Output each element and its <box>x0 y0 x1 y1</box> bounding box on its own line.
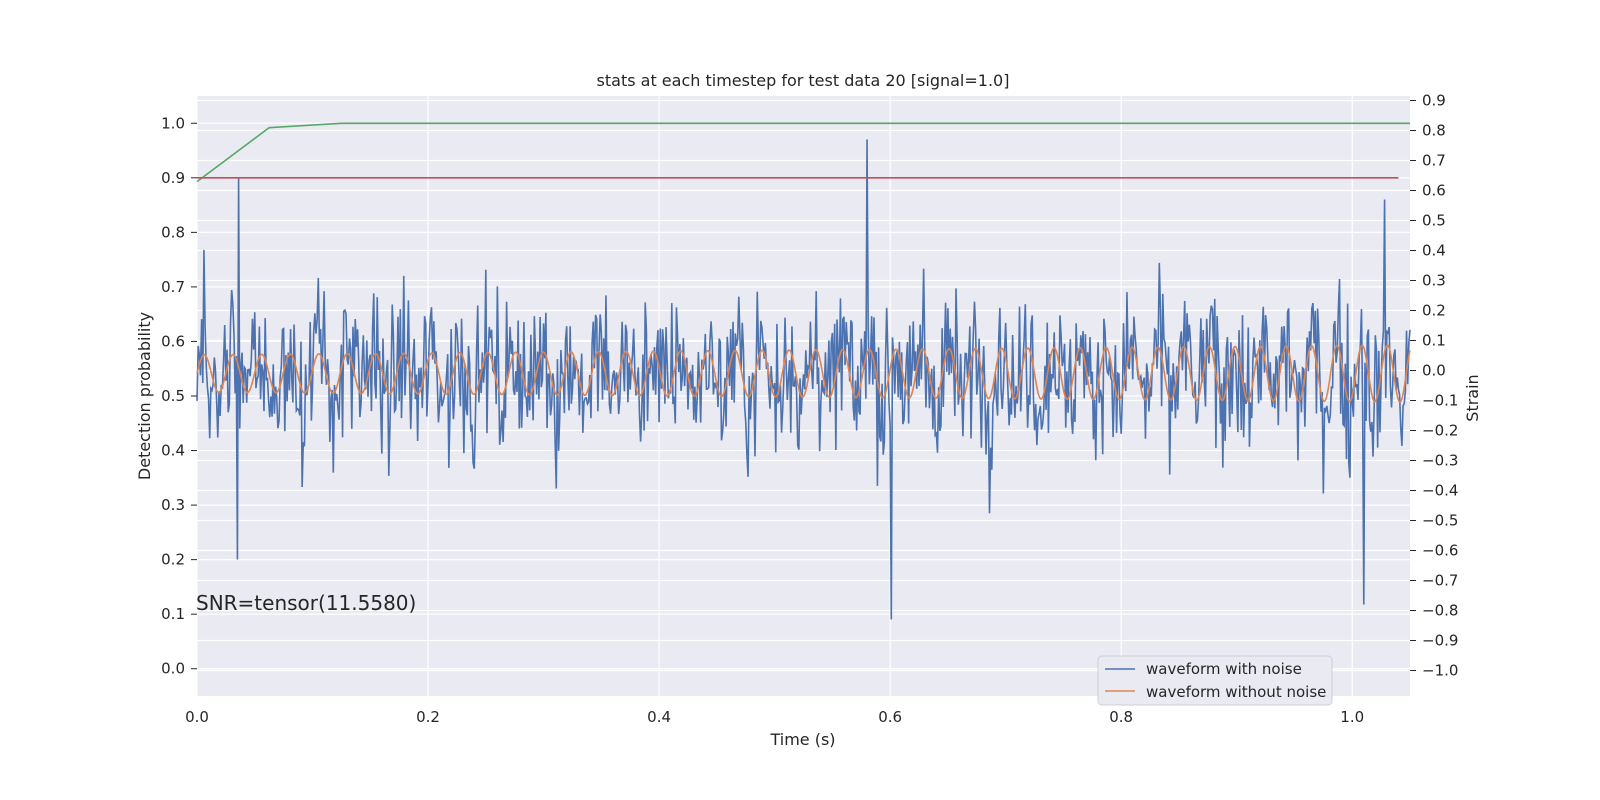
y-right-tick-label: 0.5 <box>1422 212 1446 230</box>
y-right-tick-label: 0.1 <box>1422 332 1446 350</box>
legend-label-clean: waveform without noise <box>1146 683 1326 701</box>
y-tick-label: 0.8 <box>161 223 185 241</box>
y-right-tick-label: 0.3 <box>1422 272 1446 290</box>
y-right-tick-label: −0.7 <box>1422 572 1458 590</box>
y-tick-label: 0.1 <box>161 605 185 623</box>
x-tick-label: 0.4 <box>647 708 671 726</box>
y-tick-label: 0.7 <box>161 278 185 296</box>
y-tick-label: 0.6 <box>161 332 185 350</box>
chart-title: stats at each timestep for test data 20 … <box>597 71 1010 90</box>
y-right-tick-label: −0.4 <box>1422 482 1458 500</box>
y-tick-label: 0.5 <box>161 387 185 405</box>
y-axis-right-label: Strain <box>1463 374 1482 421</box>
y-right-tick-label: 0.6 <box>1422 182 1446 200</box>
y-right-tick-label: 0.7 <box>1422 152 1446 170</box>
series-waveform-without-noise <box>196 344 1411 403</box>
x-tick-label: 1.0 <box>1340 708 1364 726</box>
y-right-tick-label: −0.5 <box>1422 512 1458 530</box>
y-right-tick-label: 0.4 <box>1422 242 1446 260</box>
y-tick-label: 0.2 <box>161 551 185 569</box>
legend-label-noise: waveform with noise <box>1146 660 1302 678</box>
y-tick-label: 1.0 <box>161 114 185 132</box>
y-right-tick-label: 0.2 <box>1422 302 1446 320</box>
plot-lines <box>196 122 1411 620</box>
y-tick-label: 0.3 <box>161 496 185 514</box>
y-axis-label: Detection probability <box>135 312 154 480</box>
y-right-tick-label: −0.9 <box>1422 632 1458 650</box>
y-right-tick-label: −0.8 <box>1422 602 1458 620</box>
series-waveform-with-noise <box>196 139 1411 620</box>
series-detection-probability <box>196 122 1410 183</box>
y-right-tick-label: −0.2 <box>1422 422 1458 440</box>
legend: waveform with noise waveform without noi… <box>1097 655 1333 706</box>
y-tick-label: 0.0 <box>161 660 185 678</box>
y-tick-label: 0.9 <box>161 169 185 187</box>
x-tick-label: 0.8 <box>1109 708 1133 726</box>
axes: 0.0 0.2 0.4 0.6 0.8 1.0 0.0 0.1 0.2 0.3 0.4 0.5 0.6 0… <box>161 92 1458 727</box>
y-right-tick-label: 0.0 <box>1422 362 1446 380</box>
legend-box <box>1097 655 1333 706</box>
x-tick-label: 0.0 <box>185 708 209 726</box>
y-right-tick-label: −0.3 <box>1422 452 1458 470</box>
y-right-tick-label: −0.1 <box>1422 392 1458 410</box>
y-right-tick-label: −0.6 <box>1422 542 1458 560</box>
x-tick-label: 0.2 <box>416 708 440 726</box>
x-axis-label: Time (s) <box>769 730 835 749</box>
y-right-tick-label: 0.9 <box>1422 92 1446 110</box>
y-tick-label: 0.4 <box>161 442 185 460</box>
y-right-tick-label: 0.8 <box>1422 122 1446 140</box>
snr-annotation: SNR=tensor(11.5580) <box>196 591 416 615</box>
y-right-tick-label: −1.0 <box>1422 662 1458 680</box>
x-tick-label: 0.6 <box>878 708 902 726</box>
